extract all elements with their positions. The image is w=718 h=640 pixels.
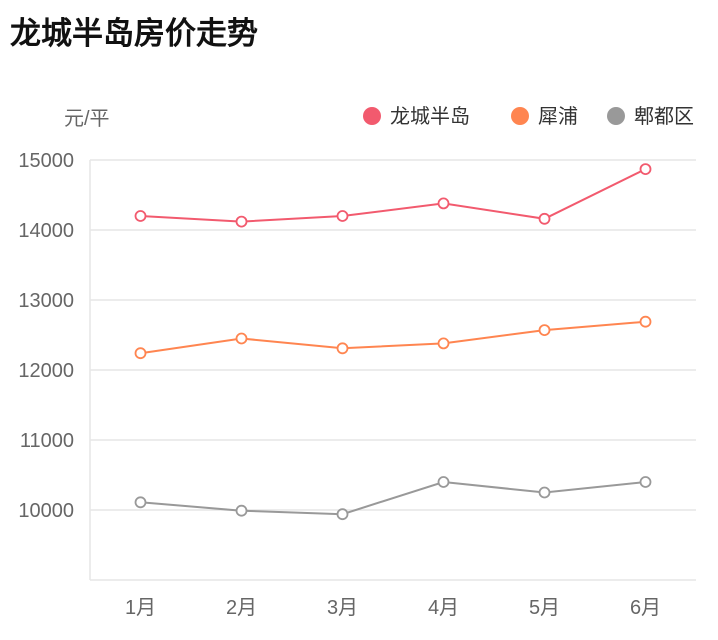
y-tick-label: 10000 <box>18 500 74 522</box>
data-point <box>336 508 349 521</box>
legend-marker-0 <box>363 107 381 125</box>
data-point <box>134 347 147 360</box>
data-point <box>336 342 349 355</box>
data-point <box>437 476 450 488</box>
legend-label: 犀浦 <box>538 105 578 128</box>
legend-marker-1 <box>511 107 529 125</box>
data-point <box>639 315 652 328</box>
data-point <box>639 476 652 488</box>
x-tick-label: 6月 <box>630 597 661 619</box>
data-point <box>235 332 248 345</box>
x-tick-label: 5月 <box>529 597 560 619</box>
x-tick-label: 2月 <box>226 597 257 619</box>
y-tick-label: 15000 <box>18 150 74 172</box>
y-axis-label: 元/平 <box>64 108 110 130</box>
x-tick-label: 3月 <box>327 597 358 619</box>
data-point <box>235 215 248 228</box>
data-point <box>235 504 248 517</box>
y-tick-label: 12000 <box>18 360 74 382</box>
y-tick-label: 14000 <box>18 220 74 242</box>
series-line-1 <box>140 320 646 355</box>
legend-marker-2 <box>607 107 625 125</box>
x-tick-label: 1月 <box>125 597 156 619</box>
data-point <box>437 197 450 210</box>
data-point <box>538 212 551 225</box>
series-line-2 <box>140 480 646 516</box>
data-point <box>538 486 551 499</box>
data-point <box>538 324 551 337</box>
y-tick-label: 13000 <box>18 290 74 312</box>
legend-label: 郫都区 <box>634 105 694 128</box>
series-line-0 <box>140 168 646 223</box>
data-point <box>134 496 147 509</box>
x-tick-label: 4月 <box>428 597 459 619</box>
data-point <box>134 210 147 222</box>
data-point <box>639 163 652 176</box>
data-point <box>437 337 450 350</box>
legend-label: 龙城半岛 <box>390 105 470 128</box>
y-tick-label: 11000 <box>20 430 74 452</box>
data-point <box>336 210 349 222</box>
chart-title: 龙城半岛房价走势 <box>10 16 258 52</box>
